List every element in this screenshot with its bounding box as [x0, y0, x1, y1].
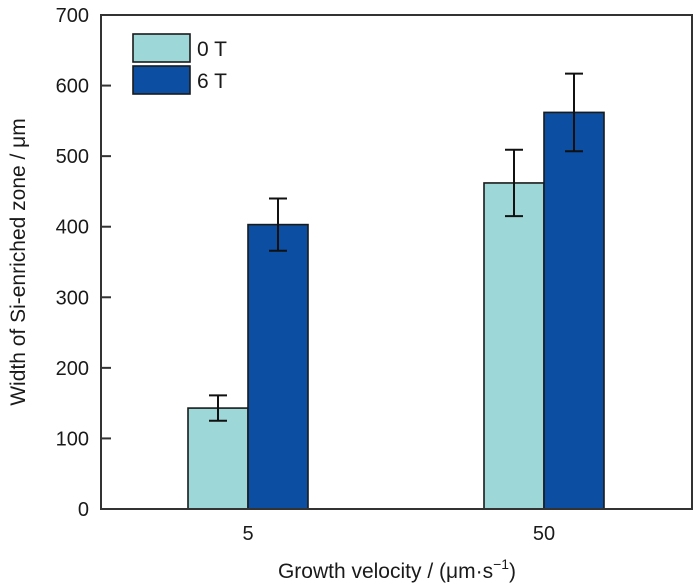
legend-swatch [132, 65, 191, 95]
legend-swatch [132, 33, 191, 63]
y-tick-label: 300 [56, 287, 89, 309]
y-tick-label: 600 [56, 76, 89, 98]
bar-6t-5 [247, 223, 309, 510]
bar-0t-5 [187, 407, 249, 510]
legend-label: 0 T [197, 38, 227, 61]
y-axis-title: Width of Si-enriched zone / μm [7, 118, 30, 406]
y-tick-label: 200 [56, 358, 89, 380]
y-tick-label: 0 [78, 499, 89, 521]
x-tick-label: 5 [242, 523, 253, 545]
error-bar [269, 197, 287, 252]
y-axis-ticks: 0 100 200 300 400 500 600 700 [56, 5, 111, 521]
y-tick-label: 400 [56, 217, 89, 239]
bar-0t-50 [483, 182, 545, 510]
x-tick-label: 50 [533, 523, 555, 545]
y-tick-label: 500 [56, 146, 89, 168]
x-axis-title: Growth velocity / (μm·s−1) [278, 556, 516, 583]
error-bar [505, 148, 523, 218]
legend-label: 6 T [197, 70, 227, 93]
error-bar [209, 394, 227, 422]
plot-frame [100, 14, 693, 510]
x-axis-ticks: 5 50 [242, 523, 555, 545]
y-tick-label: 700 [56, 5, 89, 27]
bars-layer [187, 111, 605, 510]
error-bar [565, 72, 583, 153]
legend: 0 T6 T [132, 33, 227, 95]
y-tick-label: 100 [56, 428, 89, 450]
bar-6t-50 [543, 111, 605, 510]
error-bars-layer [209, 72, 583, 422]
